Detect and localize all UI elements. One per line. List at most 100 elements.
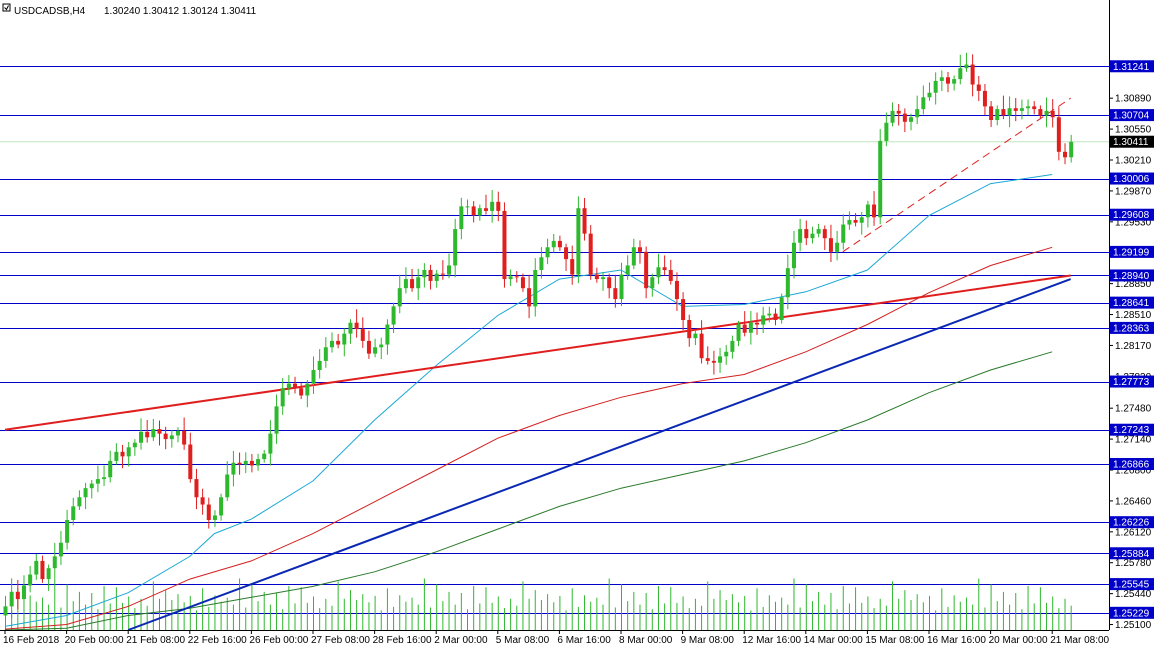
- candle[interactable]: [1007, 96, 1012, 128]
- candle[interactable]: [502, 202, 507, 288]
- candle[interactable]: [847, 211, 852, 230]
- candle[interactable]: [570, 245, 575, 285]
- candle[interactable]: [490, 190, 495, 223]
- candle[interactable]: [1044, 97, 1049, 128]
- candle[interactable]: [902, 108, 907, 132]
- candle[interactable]: [132, 439, 137, 456]
- candle[interactable]: [169, 430, 174, 448]
- candle[interactable]: [939, 70, 944, 92]
- candle[interactable]: [761, 306, 766, 334]
- candle[interactable]: [588, 225, 593, 280]
- candle[interactable]: [262, 450, 267, 463]
- candle[interactable]: [921, 85, 926, 115]
- candle[interactable]: [742, 311, 747, 337]
- candle[interactable]: [711, 350, 716, 375]
- candle[interactable]: [305, 380, 310, 408]
- candle[interactable]: [835, 230, 840, 261]
- candle[interactable]: [693, 330, 698, 346]
- candle[interactable]: [995, 105, 1000, 126]
- candle[interactable]: [83, 482, 88, 510]
- candle[interactable]: [336, 334, 341, 349]
- candle[interactable]: [422, 263, 427, 288]
- candle[interactable]: [810, 226, 815, 244]
- candle[interactable]: [237, 452, 242, 475]
- candle[interactable]: [366, 330, 371, 359]
- candle[interactable]: [927, 82, 932, 101]
- candle[interactable]: [631, 238, 636, 270]
- candle[interactable]: [656, 253, 661, 285]
- candle[interactable]: [601, 272, 606, 291]
- candle[interactable]: [533, 258, 538, 317]
- candle[interactable]: [582, 198, 587, 241]
- candle[interactable]: [58, 530, 63, 565]
- candle[interactable]: [299, 382, 304, 400]
- candle[interactable]: [798, 218, 803, 252]
- candle[interactable]: [145, 420, 150, 443]
- candle[interactable]: [360, 317, 365, 348]
- candle[interactable]: [71, 497, 76, 526]
- candle[interactable]: [206, 497, 211, 529]
- candle[interactable]: [3, 602, 8, 620]
- candle[interactable]: [373, 338, 378, 358]
- candle[interactable]: [89, 480, 94, 499]
- candle[interactable]: [354, 309, 359, 338]
- candle[interactable]: [40, 555, 45, 583]
- candle[interactable]: [157, 420, 162, 446]
- candle[interactable]: [194, 468, 199, 510]
- candle[interactable]: [890, 102, 895, 127]
- candle[interactable]: [576, 196, 581, 284]
- candle[interactable]: [551, 234, 556, 253]
- candle[interactable]: [872, 191, 877, 226]
- candle[interactable]: [434, 270, 439, 288]
- candle[interactable]: [410, 268, 415, 292]
- candle[interactable]: [644, 246, 649, 299]
- candle[interactable]: [496, 191, 501, 222]
- candle[interactable]: [779, 293, 784, 324]
- candle[interactable]: [311, 356, 316, 394]
- candle[interactable]: [625, 255, 630, 280]
- candle[interactable]: [440, 260, 445, 280]
- candle[interactable]: [416, 268, 421, 300]
- candle[interactable]: [804, 220, 809, 246]
- candle[interactable]: [225, 461, 230, 501]
- candle[interactable]: [1019, 99, 1024, 120]
- candle[interactable]: [212, 510, 217, 527]
- candle[interactable]: [687, 314, 692, 347]
- candle[interactable]: [964, 52, 969, 72]
- candle[interactable]: [1032, 101, 1037, 115]
- candle[interactable]: [9, 578, 14, 619]
- candle[interactable]: [607, 273, 612, 299]
- candle[interactable]: [508, 269, 513, 286]
- candle[interactable]: [114, 443, 119, 465]
- candle[interactable]: [730, 335, 735, 359]
- candle[interactable]: [379, 337, 384, 360]
- candle[interactable]: [151, 418, 156, 441]
- candle[interactable]: [816, 223, 821, 238]
- candle[interactable]: [909, 113, 914, 131]
- candle[interactable]: [650, 273, 655, 297]
- candle[interactable]: [958, 54, 963, 85]
- candle[interactable]: [46, 564, 51, 591]
- candle[interactable]: [428, 264, 433, 290]
- candle[interactable]: [95, 465, 100, 493]
- candle[interactable]: [970, 54, 975, 97]
- candle[interactable]: [945, 72, 950, 93]
- candle[interactable]: [527, 274, 532, 319]
- candle[interactable]: [391, 302, 396, 334]
- candle[interactable]: [1056, 107, 1061, 161]
- candle[interactable]: [447, 253, 452, 279]
- candle[interactable]: [989, 101, 994, 127]
- candle[interactable]: [668, 259, 673, 285]
- trendline[interactable]: [127, 278, 1072, 631]
- candle[interactable]: [243, 452, 248, 474]
- candle[interactable]: [1069, 134, 1074, 163]
- candle[interactable]: [1026, 99, 1031, 116]
- candle[interactable]: [637, 240, 642, 264]
- candle[interactable]: [280, 378, 285, 415]
- candle[interactable]: [256, 453, 261, 471]
- candle[interactable]: [594, 267, 599, 283]
- candle[interactable]: [613, 274, 618, 308]
- candle[interactable]: [102, 465, 107, 486]
- candle[interactable]: [249, 454, 254, 473]
